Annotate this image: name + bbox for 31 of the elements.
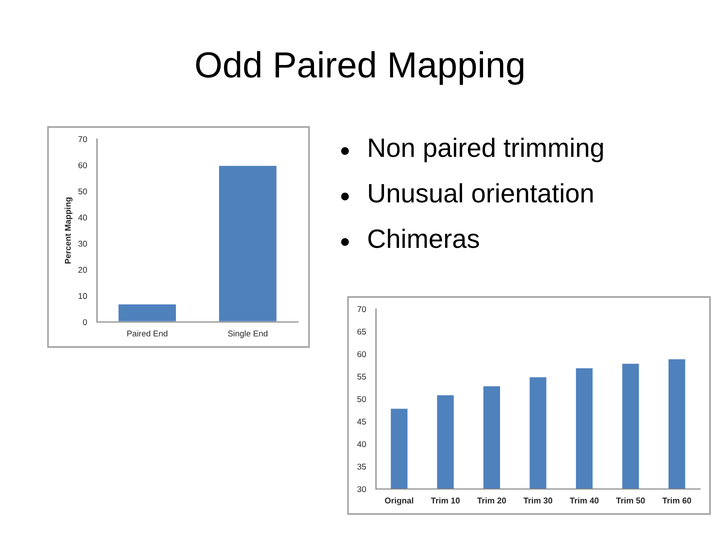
y-tick-label: 60 bbox=[78, 162, 87, 168]
text: Odd Paired Mapping bbox=[196, 51, 524, 85]
y-tick-label: 70 bbox=[78, 136, 87, 142]
y-tick-label: 50 bbox=[357, 396, 366, 402]
text: Unusual orientation bbox=[369, 183, 593, 203]
x-tick-label: Paired End bbox=[127, 330, 168, 336]
y-tick-label: 20 bbox=[78, 266, 87, 273]
y-tick-label: 65 bbox=[357, 328, 366, 335]
y-tick-label: 0 bbox=[82, 319, 87, 326]
x-tick-label: Trim 60 bbox=[662, 497, 692, 504]
x-tick-label: Orignal bbox=[384, 497, 414, 506]
y-tick-label: 30 bbox=[357, 486, 366, 492]
x-tick-label: Trim 50 bbox=[616, 497, 645, 504]
x-tick-label: Trim 10 bbox=[430, 497, 460, 504]
y-tick-label: 60 bbox=[357, 351, 366, 358]
y-tick-label: 30 bbox=[78, 240, 87, 247]
y-tick-label: 10 bbox=[78, 293, 87, 299]
text: Non paired trimming bbox=[369, 138, 603, 162]
y-tick-label: 50 bbox=[78, 188, 87, 194]
y-tick-label: 55 bbox=[357, 374, 366, 380]
y-tick-label: 70 bbox=[357, 306, 366, 312]
y-tick-label: 40 bbox=[78, 214, 87, 221]
text: Chimeras bbox=[368, 228, 479, 248]
x-tick-label: Trim 40 bbox=[570, 497, 599, 504]
x-tick-label: Trim 30 bbox=[524, 497, 552, 504]
x-tick-label: Trim 20 bbox=[477, 497, 506, 504]
y-tick-label: 45 bbox=[357, 418, 366, 425]
y-tick-label: 35 bbox=[357, 464, 366, 470]
y-tick-label: 40 bbox=[357, 441, 366, 448]
x-tick-label: Single End bbox=[228, 330, 268, 338]
y-axis-title: Percent Mapping bbox=[64, 197, 72, 264]
